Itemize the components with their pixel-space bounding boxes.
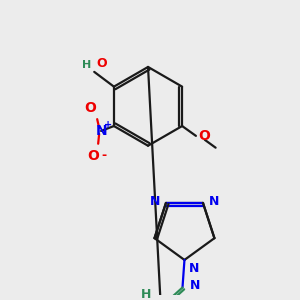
Text: O: O [87, 149, 99, 163]
Text: H: H [82, 60, 91, 70]
Text: N: N [95, 124, 107, 138]
Text: N: N [188, 262, 199, 275]
Text: +: + [104, 120, 112, 130]
Text: N: N [209, 196, 219, 208]
Text: H: H [141, 288, 151, 300]
Text: O: O [198, 129, 210, 143]
Text: -: - [101, 149, 106, 162]
Text: O: O [96, 57, 107, 70]
Text: O: O [84, 101, 96, 115]
Text: N: N [150, 196, 160, 208]
Text: N: N [189, 279, 200, 292]
